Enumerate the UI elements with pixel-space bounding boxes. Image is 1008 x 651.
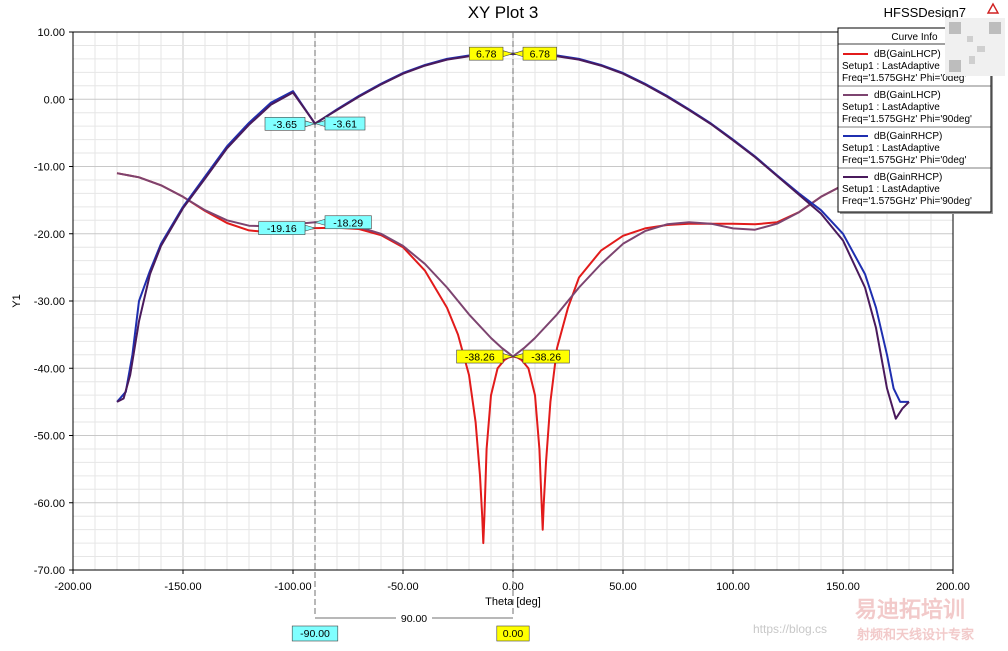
x-tick-label: -200.00 <box>54 581 91 593</box>
legend-entry-params: Freq='1.575GHz' Phi='90deg' <box>842 196 972 207</box>
marker-box <box>522 349 570 364</box>
x-tick-label: -100.00 <box>274 581 311 593</box>
legend-entry-name: dB(GainLHCP) <box>874 90 941 101</box>
legend-entry-setup: Setup1 : LastAdaptive <box>842 184 940 195</box>
x-tick-label: 50.00 <box>609 581 637 593</box>
x-axis: -200.00 -150.00 -100.00 -50.00 0.00 50.00 100.… <box>54 570 970 593</box>
y-tick-label: -30.00 <box>34 296 65 308</box>
x-tick-label: -150.00 <box>164 581 201 593</box>
y-tick-label: -40.00 <box>34 363 65 375</box>
design-name: HFSSDesign7 <box>884 5 966 20</box>
y-axis-label: Y1 <box>11 294 23 307</box>
y-tick-label: -70.00 <box>34 565 65 577</box>
marker-pointer <box>304 224 317 232</box>
marker-box <box>456 349 504 364</box>
marker-value: -19.16 <box>267 223 297 235</box>
y-tick-label: -20.00 <box>34 229 65 241</box>
y-tick-label: -10.00 <box>34 162 65 174</box>
legend-entry-name: dB(GainLHCP) <box>874 49 941 60</box>
legend-entry-name: dB(GainRHCP) <box>874 172 942 183</box>
marker-box <box>258 221 306 235</box>
legend-entry-params: Freq='1.575GHz' Phi='0deg' <box>842 73 966 84</box>
marker-x-label: 0.00 <box>503 628 524 640</box>
delta-value: 90.00 <box>401 613 427 625</box>
marker-value: -3.61 <box>333 119 357 131</box>
legend-entry-setup: Setup1 : LastAdaptive <box>842 143 940 154</box>
y-axis: 10.00 0.00 -10.00 -20.00 -30.00 -40.00 -50.00 -… <box>34 27 73 577</box>
watermark-url: https://blog.cs <box>753 622 827 636</box>
marker-value: 6.78 <box>476 49 497 61</box>
legend-entry-setup: Setup1 : LastAdaptive <box>842 102 940 113</box>
marker-labels[interactable]: 6.78 6.78 -38.26 -38.26 -3.65 -3.61 -19.16 -18.… <box>258 46 570 364</box>
delta-bg <box>396 610 432 624</box>
legend-entry-params: Freq='1.575GHz' Phi='0deg' <box>842 155 966 166</box>
watermark: 易迪拓培训 射频和天线设计专家 https://blog.cs <box>753 597 975 642</box>
y-tick-label: -60.00 <box>34 498 65 510</box>
marker-value: 6.78 <box>530 49 551 61</box>
x-tick-label: 100.00 <box>716 581 750 593</box>
y-tick-label: 0.00 <box>44 94 65 106</box>
marker-pointer <box>502 50 515 58</box>
marker-box <box>324 116 366 131</box>
marker-value: -18.29 <box>333 217 363 229</box>
y-tick-label: 10.00 <box>37 27 65 39</box>
legend-entry-setup: Setup1 : LastAdaptive <box>842 61 940 72</box>
marker-pointer <box>511 50 524 58</box>
marker-value: -38.26 <box>465 352 495 364</box>
marker-value: -38.26 <box>531 352 561 364</box>
marker-x-box <box>291 625 339 642</box>
watermark-subtitle: 射频和天线设计专家 <box>856 627 975 642</box>
x-tick-label: -50.00 <box>387 581 418 593</box>
marker-lines[interactable]: -90.00 0.00 <box>291 32 530 642</box>
marker-value: -3.65 <box>273 119 297 131</box>
watermark-brand: 易迪拓培训 <box>855 597 965 622</box>
grid <box>72 31 954 571</box>
x-tick-label: 150.00 <box>826 581 860 593</box>
legend-title: Curve Info <box>891 32 938 43</box>
marker-x-box <box>496 625 530 642</box>
chart-title: XY Plot 3 <box>468 3 539 22</box>
marker-x-label: -90.00 <box>300 628 330 640</box>
marker-box <box>264 116 306 131</box>
marker-box <box>324 215 372 230</box>
legend-entry-name: dB(GainRHCP) <box>874 131 942 142</box>
x-tick-label: 200.00 <box>936 581 970 593</box>
qr-code-icon <box>945 18 1005 76</box>
legend-entry-params: Freq='1.575GHz' Phi='90deg' <box>842 114 972 125</box>
marker-box <box>469 46 504 61</box>
y-tick-label: -50.00 <box>34 431 65 443</box>
ansys-logo-icon <box>986 2 1000 14</box>
delta-readout: 90.00 <box>315 610 513 625</box>
marker-box <box>522 46 557 61</box>
